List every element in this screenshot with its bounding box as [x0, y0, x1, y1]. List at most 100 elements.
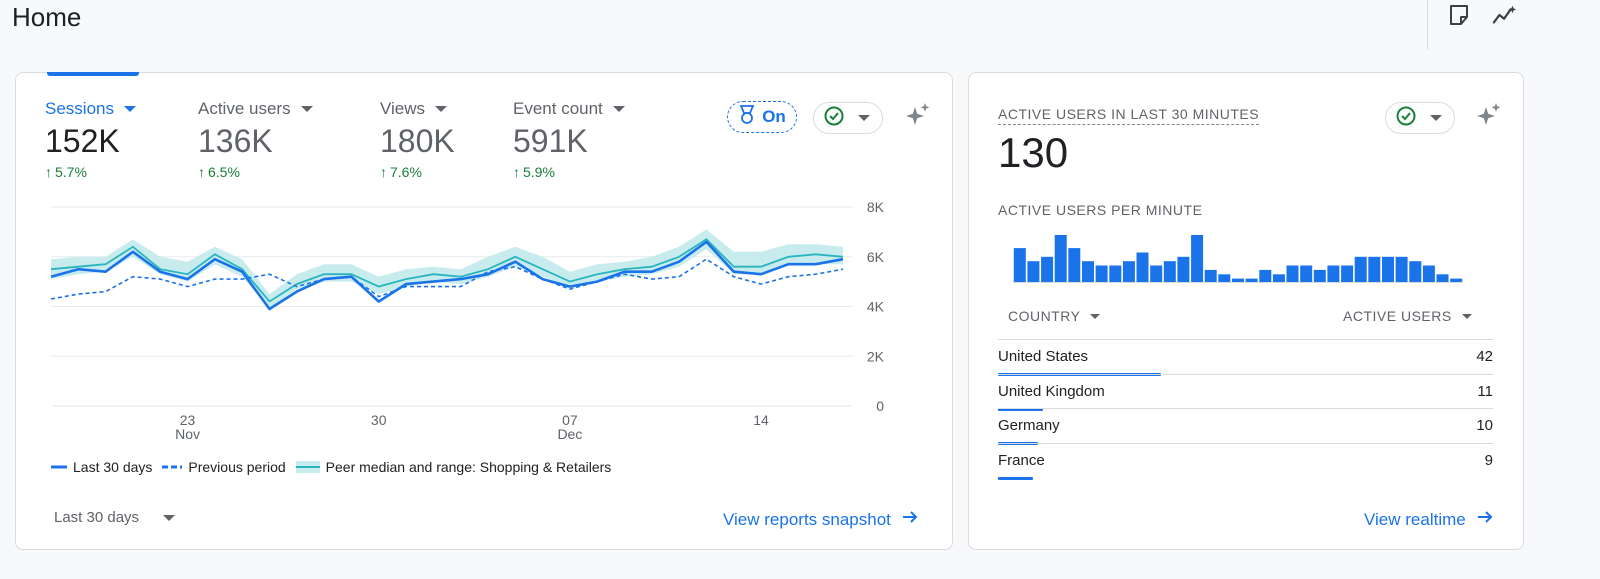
- notes-icon[interactable]: [1446, 2, 1472, 28]
- col-header-active-users[interactable]: ACTIVE USERS: [1343, 308, 1472, 324]
- date-range-label: Last 30 days: [54, 509, 140, 526]
- caret-down-icon: [123, 106, 136, 112]
- per-minute-bar: [1013, 248, 1026, 283]
- caret-down-icon: [1430, 115, 1442, 121]
- metric-sessions[interactable]: Sessions 152K ↑ 5.7%: [45, 99, 136, 180]
- sparkle-icon[interactable]: [903, 101, 933, 131]
- check-circle-icon: [1396, 106, 1416, 131]
- share-bar: [998, 373, 1161, 376]
- table-row[interactable]: France 9: [998, 442, 1493, 480]
- metric-label: Active users: [198, 99, 291, 118]
- active-users-count: 11: [1477, 382, 1493, 400]
- per-minute-bar: [1122, 261, 1135, 283]
- per-minute-bar: [1136, 252, 1149, 283]
- metric-active-users[interactable]: Active users 136K ↑ 6.5%: [198, 99, 313, 180]
- per-minute-bar: [1232, 278, 1244, 283]
- legend-item: Last 30 days: [51, 459, 152, 475]
- metric-label: Event count: [513, 99, 603, 118]
- per-minute-bar: [1382, 256, 1394, 283]
- per-minute-bar: [1163, 261, 1176, 283]
- data-quality-chip[interactable]: [813, 102, 883, 134]
- per-minute-bar: [1272, 274, 1285, 283]
- per-minute-bar: [1041, 256, 1054, 283]
- per-minute-bar: [1300, 265, 1313, 283]
- per-minute-bar: [1027, 261, 1040, 283]
- view-realtime-link[interactable]: View realtime: [1364, 508, 1494, 531]
- arrow-up-icon: ↑: [45, 164, 52, 180]
- metric-label: Sessions: [45, 99, 114, 118]
- benchmark-chip-label: On: [762, 107, 786, 126]
- col-header-country[interactable]: COUNTRY: [1008, 308, 1101, 324]
- col-header-label: COUNTRY: [1008, 308, 1081, 324]
- per-minute-bar: [1409, 261, 1422, 283]
- y-tick-label: 4K: [867, 299, 885, 315]
- legend-label: Peer median and range: Shopping & Retail…: [325, 459, 612, 475]
- arrow-up-icon: ↑: [380, 164, 387, 180]
- metric-event-count[interactable]: Event count 591K ↑ 5.9%: [513, 99, 625, 180]
- active-users-count: 9: [1484, 451, 1493, 469]
- per-minute-title: ACTIVE USERS PER MINUTE: [998, 202, 1203, 218]
- peer-median-line: [50, 238, 844, 303]
- medal-icon: [738, 104, 756, 130]
- per-minute-bar: [1450, 278, 1463, 283]
- y-tick-label: 6K: [867, 249, 885, 265]
- per-minute-bar: [1245, 278, 1258, 283]
- link-label: View reports snapshot: [723, 509, 891, 529]
- col-header-label: ACTIVE USERS: [1343, 308, 1452, 324]
- realtime-card: ACTIVE USERS IN LAST 30 MINUTES 130 ACTI…: [968, 72, 1524, 550]
- caret-down-icon: [435, 106, 448, 112]
- per-minute-bar: [1368, 256, 1381, 283]
- metric-change: 7.6%: [390, 164, 422, 180]
- link-label: View realtime: [1364, 509, 1466, 529]
- caret-down-icon: [1461, 313, 1472, 319]
- date-range-selector[interactable]: Last 30 days: [54, 509, 176, 526]
- realtime-title[interactable]: ACTIVE USERS IN LAST 30 MINUTES: [998, 106, 1260, 125]
- table-row[interactable]: United States 42: [998, 339, 1493, 376]
- benchmark-toggle-chip[interactable]: On: [727, 101, 797, 133]
- last-30-days-line: [50, 240, 844, 311]
- per-minute-bar: [1054, 235, 1067, 283]
- data-quality-chip[interactable]: [1385, 102, 1455, 134]
- metric-value: 180K: [380, 123, 455, 159]
- caret-down-icon: [163, 514, 176, 521]
- arrow-right-icon: [901, 508, 919, 531]
- country-name: Germany: [998, 417, 1060, 434]
- per-minute-bar: [1109, 265, 1122, 283]
- table-row[interactable]: United Kingdom 11: [998, 373, 1493, 411]
- metric-change: 5.9%: [523, 164, 555, 180]
- caret-down-icon: [612, 106, 625, 112]
- insights-icon[interactable]: [1492, 2, 1518, 28]
- metric-views[interactable]: Views 180K ↑ 7.6%: [380, 99, 455, 180]
- view-reports-snapshot-link[interactable]: View reports snapshot: [723, 508, 919, 531]
- sparkle-icon[interactable]: [1474, 101, 1504, 131]
- overview-card: Sessions 152K ↑ 5.7% Active users 136K ↑ 6…: [15, 72, 953, 550]
- legend-item: Previous period: [162, 459, 286, 475]
- per-minute-bar: [1082, 261, 1094, 283]
- per-minute-bar: [1286, 265, 1299, 283]
- share-bar: [998, 407, 1043, 411]
- check-circle-icon: [824, 106, 844, 131]
- x-tick-label: 14: [753, 412, 769, 428]
- active-users-count: 10: [1476, 417, 1493, 434]
- per-minute-bar: [1327, 265, 1340, 283]
- x-tick-sublabel: Dec: [557, 426, 582, 442]
- caret-down-icon: [300, 106, 313, 112]
- x-tick-label: 07: [562, 412, 578, 428]
- legend-label: Previous period: [188, 459, 286, 475]
- per-minute-bar: [1354, 256, 1367, 283]
- per-minute-bar: [1395, 256, 1408, 283]
- country-name: United Kingdom: [998, 382, 1105, 400]
- x-tick-sublabel: Nov: [175, 426, 200, 442]
- y-tick-label: 8K: [867, 199, 885, 215]
- active-tab-indicator: [47, 72, 139, 76]
- arrow-right-icon: [1476, 508, 1494, 531]
- metric-label: Views: [380, 99, 426, 118]
- table-row[interactable]: Germany 10: [998, 408, 1493, 445]
- chart-legend: Last 30 days Previous period Peer median…: [51, 459, 611, 475]
- realtime-active-users-value: 130: [998, 129, 1069, 176]
- legend-label: Last 30 days: [73, 459, 153, 475]
- per-minute-bar: [1204, 269, 1217, 283]
- legend-item: Peer median and range: Shopping & Retail…: [295, 459, 612, 475]
- share-bar: [998, 442, 1038, 445]
